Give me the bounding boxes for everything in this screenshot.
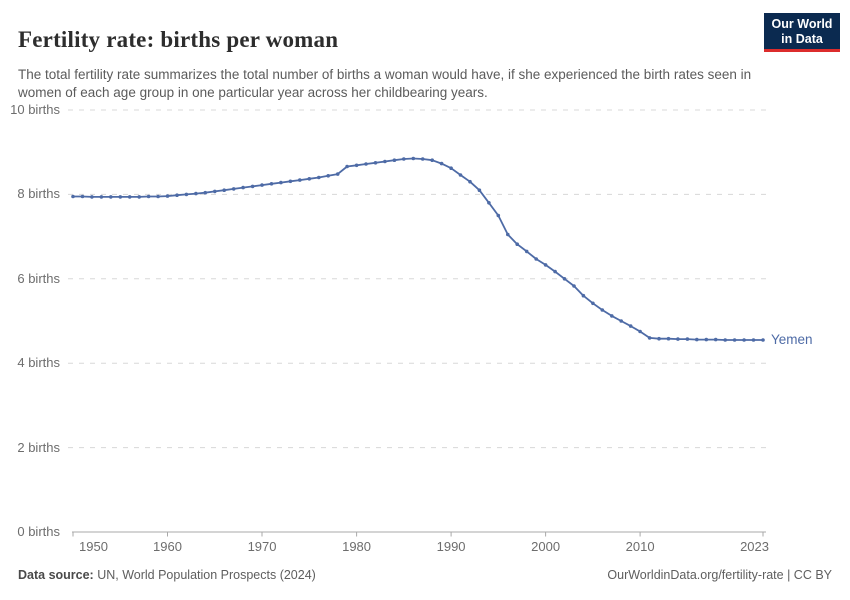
- x-axis-label: 1970: [247, 539, 277, 554]
- x-axis-label: 2023: [740, 539, 769, 554]
- y-axis-label: 2 births: [17, 439, 60, 455]
- x-axis-label: 1980: [342, 539, 372, 554]
- owid-logo[interactable]: Our World in Data: [764, 13, 840, 52]
- y-axis-label: 10 births: [10, 102, 60, 117]
- chart-subtitle: The total fertility rate summarizes the …: [18, 66, 752, 101]
- data-source-label: Data source:: [18, 568, 94, 582]
- chart-footer: Data source: UN, World Population Prospe…: [0, 568, 850, 582]
- owid-logo-line2: in Data: [781, 31, 823, 46]
- page-title: Fertility rate: births per woman: [18, 27, 339, 53]
- data-source-value: UN, World Population Prospects (2024): [93, 568, 316, 582]
- y-axis-label: 8 births: [17, 186, 60, 202]
- y-axis-label: 0 births: [17, 524, 60, 539]
- x-axis-label: 1950: [79, 539, 108, 554]
- fertility-line-chart[interactable]: 0 births 2 births 4 births 6 births 8 births…: [0, 0, 850, 560]
- plot-svg: [68, 109, 768, 537]
- x-axis-label: 2000: [531, 539, 561, 554]
- x-axis-label: 1990: [436, 539, 466, 554]
- x-axis-label: 2010: [625, 539, 655, 554]
- data-source-note: Data source: UN, World Population Prospe…: [18, 568, 316, 582]
- series-label-yemen[interactable]: Yemen: [771, 331, 813, 347]
- credit-link[interactable]: OurWorldinData.org/fertility-rate | CC B…: [607, 568, 832, 582]
- owid-logo-line1: Our World: [771, 17, 833, 31]
- y-axis-label: 4 births: [17, 355, 60, 371]
- x-axis-label: 1960: [153, 539, 182, 554]
- y-axis-label: 6 births: [17, 270, 60, 286]
